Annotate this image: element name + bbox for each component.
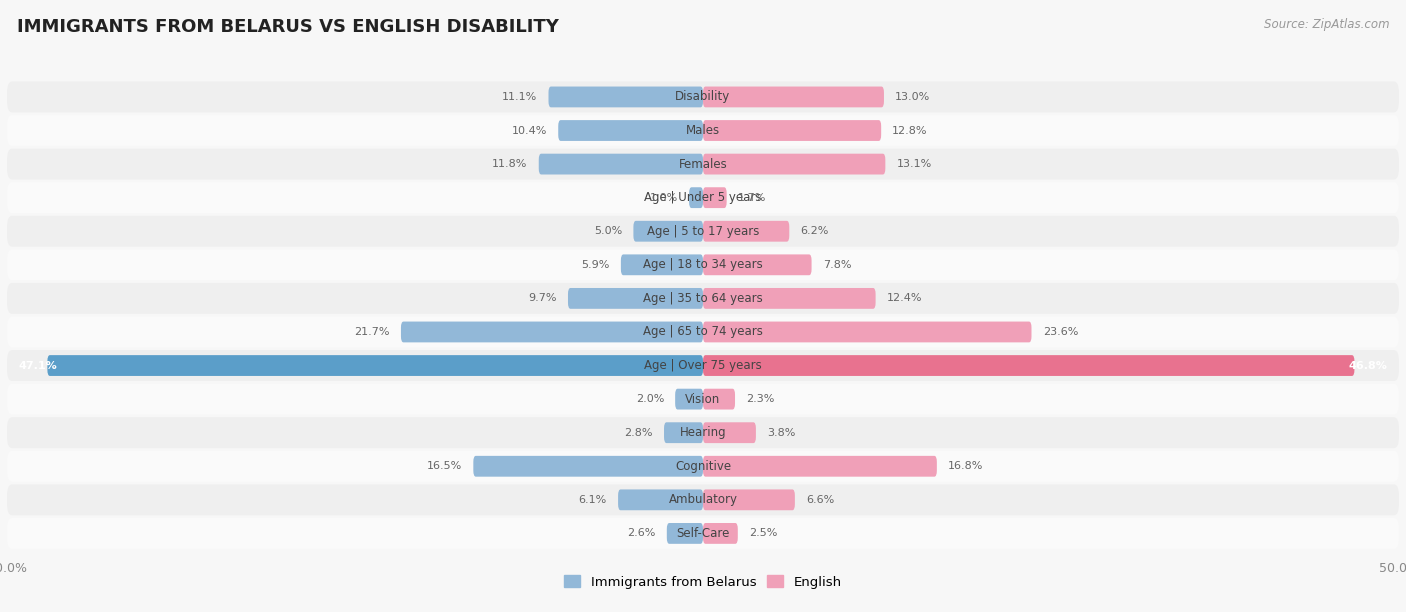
- Text: Males: Males: [686, 124, 720, 137]
- Text: Self-Care: Self-Care: [676, 527, 730, 540]
- FancyBboxPatch shape: [703, 187, 727, 208]
- FancyBboxPatch shape: [703, 154, 886, 174]
- Text: 6.1%: 6.1%: [579, 495, 607, 505]
- FancyBboxPatch shape: [703, 490, 794, 510]
- Text: 5.0%: 5.0%: [593, 226, 623, 236]
- Text: Disability: Disability: [675, 91, 731, 103]
- Text: Hearing: Hearing: [679, 426, 727, 439]
- Text: Ambulatory: Ambulatory: [668, 493, 738, 506]
- FancyBboxPatch shape: [7, 451, 1399, 482]
- FancyBboxPatch shape: [7, 417, 1399, 448]
- Text: 6.6%: 6.6%: [806, 495, 834, 505]
- FancyBboxPatch shape: [703, 288, 876, 309]
- Text: 6.2%: 6.2%: [800, 226, 828, 236]
- Text: 12.4%: 12.4%: [887, 293, 922, 304]
- FancyBboxPatch shape: [664, 422, 703, 443]
- FancyBboxPatch shape: [666, 523, 703, 544]
- Text: Age | 5 to 17 years: Age | 5 to 17 years: [647, 225, 759, 237]
- FancyBboxPatch shape: [619, 490, 703, 510]
- FancyBboxPatch shape: [621, 255, 703, 275]
- Text: 2.0%: 2.0%: [636, 394, 664, 404]
- Text: Cognitive: Cognitive: [675, 460, 731, 472]
- Text: 47.1%: 47.1%: [18, 360, 56, 370]
- FancyBboxPatch shape: [703, 389, 735, 409]
- Text: Females: Females: [679, 158, 727, 171]
- Text: 11.8%: 11.8%: [492, 159, 527, 169]
- FancyBboxPatch shape: [7, 384, 1399, 414]
- FancyBboxPatch shape: [7, 216, 1399, 247]
- FancyBboxPatch shape: [7, 115, 1399, 146]
- FancyBboxPatch shape: [7, 485, 1399, 515]
- FancyBboxPatch shape: [7, 350, 1399, 381]
- Text: 23.6%: 23.6%: [1043, 327, 1078, 337]
- Legend: Immigrants from Belarus, English: Immigrants from Belarus, English: [560, 570, 846, 594]
- Text: 2.5%: 2.5%: [749, 528, 778, 539]
- FancyBboxPatch shape: [7, 149, 1399, 179]
- Text: 21.7%: 21.7%: [354, 327, 389, 337]
- Text: 9.7%: 9.7%: [529, 293, 557, 304]
- Text: 10.4%: 10.4%: [512, 125, 547, 135]
- Text: 3.8%: 3.8%: [768, 428, 796, 438]
- Text: 11.1%: 11.1%: [502, 92, 537, 102]
- Text: 1.0%: 1.0%: [650, 193, 678, 203]
- Text: 12.8%: 12.8%: [893, 125, 928, 135]
- FancyBboxPatch shape: [558, 120, 703, 141]
- Text: Age | Over 75 years: Age | Over 75 years: [644, 359, 762, 372]
- FancyBboxPatch shape: [703, 255, 811, 275]
- Text: Age | 18 to 34 years: Age | 18 to 34 years: [643, 258, 763, 271]
- Text: 2.6%: 2.6%: [627, 528, 655, 539]
- FancyBboxPatch shape: [7, 316, 1399, 348]
- Text: 13.1%: 13.1%: [897, 159, 932, 169]
- Text: 5.9%: 5.9%: [581, 260, 610, 270]
- Text: Source: ZipAtlas.com: Source: ZipAtlas.com: [1264, 18, 1389, 31]
- Text: Age | 35 to 64 years: Age | 35 to 64 years: [643, 292, 763, 305]
- Text: Vision: Vision: [685, 393, 721, 406]
- FancyBboxPatch shape: [7, 283, 1399, 314]
- FancyBboxPatch shape: [703, 321, 1032, 342]
- Text: 46.8%: 46.8%: [1348, 360, 1388, 370]
- Text: IMMIGRANTS FROM BELARUS VS ENGLISH DISABILITY: IMMIGRANTS FROM BELARUS VS ENGLISH DISAB…: [17, 18, 558, 36]
- FancyBboxPatch shape: [703, 120, 882, 141]
- FancyBboxPatch shape: [7, 249, 1399, 280]
- Text: 13.0%: 13.0%: [896, 92, 931, 102]
- FancyBboxPatch shape: [675, 389, 703, 409]
- FancyBboxPatch shape: [703, 422, 756, 443]
- Text: 1.7%: 1.7%: [738, 193, 766, 203]
- Text: 16.5%: 16.5%: [427, 461, 463, 471]
- FancyBboxPatch shape: [703, 355, 1354, 376]
- FancyBboxPatch shape: [401, 321, 703, 342]
- FancyBboxPatch shape: [703, 86, 884, 107]
- FancyBboxPatch shape: [703, 221, 789, 242]
- FancyBboxPatch shape: [7, 518, 1399, 549]
- Text: 2.8%: 2.8%: [624, 428, 652, 438]
- FancyBboxPatch shape: [689, 187, 703, 208]
- Text: 2.3%: 2.3%: [747, 394, 775, 404]
- FancyBboxPatch shape: [703, 456, 936, 477]
- FancyBboxPatch shape: [7, 182, 1399, 213]
- FancyBboxPatch shape: [538, 154, 703, 174]
- FancyBboxPatch shape: [633, 221, 703, 242]
- FancyBboxPatch shape: [7, 81, 1399, 113]
- FancyBboxPatch shape: [703, 523, 738, 544]
- Text: 7.8%: 7.8%: [823, 260, 851, 270]
- FancyBboxPatch shape: [474, 456, 703, 477]
- Text: Age | 65 to 74 years: Age | 65 to 74 years: [643, 326, 763, 338]
- Text: Age | Under 5 years: Age | Under 5 years: [644, 191, 762, 204]
- FancyBboxPatch shape: [48, 355, 703, 376]
- Text: 16.8%: 16.8%: [948, 461, 983, 471]
- FancyBboxPatch shape: [568, 288, 703, 309]
- FancyBboxPatch shape: [548, 86, 703, 107]
